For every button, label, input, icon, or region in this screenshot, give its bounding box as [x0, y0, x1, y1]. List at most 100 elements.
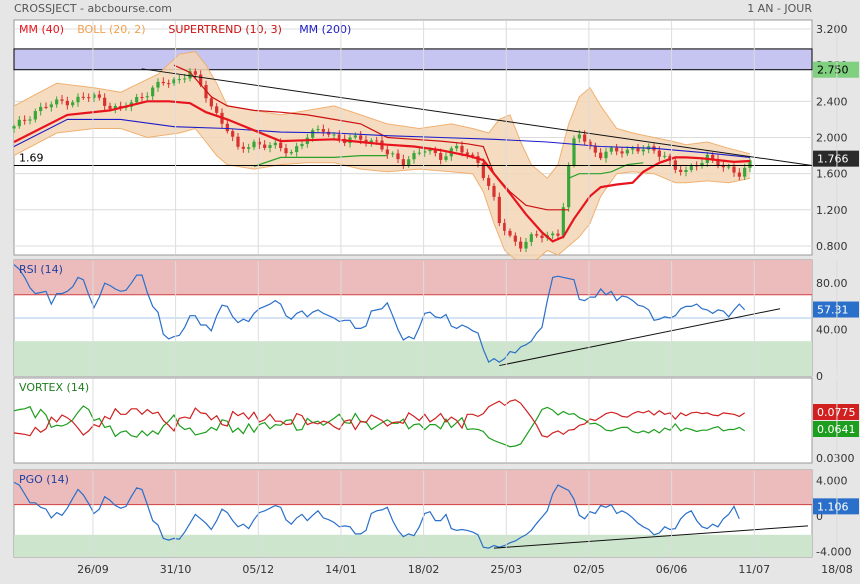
- bollinger-lower-line: [13, 127, 751, 265]
- candle-body: [108, 105, 112, 109]
- vortex-title: VORTEX (14): [19, 381, 89, 394]
- candle-body: [401, 159, 405, 165]
- candle-body: [167, 83, 171, 85]
- candle-body: [183, 78, 187, 80]
- candle-body: [172, 79, 176, 84]
- candle-body: [524, 241, 528, 249]
- candle-body: [417, 152, 421, 154]
- candle-body: [503, 223, 507, 231]
- candle-body: [620, 151, 624, 154]
- x-tick-label: 31/10: [160, 563, 192, 576]
- candle-body: [551, 233, 555, 236]
- candle-body: [700, 162, 704, 166]
- bollinger-band-fill: [14, 51, 750, 264]
- vortex-panel-frame: [13, 377, 813, 464]
- price-panel: 3.2002.8002.4002.0001.6001.2000.8001.69M…: [12, 19, 859, 265]
- candle-body: [12, 126, 16, 129]
- candle-body: [231, 131, 235, 137]
- supertrend-line: [568, 162, 644, 179]
- candle-body: [471, 154, 475, 157]
- candle-body: [513, 235, 517, 242]
- candle-body: [289, 152, 293, 154]
- candle-body: [161, 81, 165, 84]
- candle-body: [135, 97, 139, 103]
- price-ytick: 1.200: [816, 204, 848, 217]
- pgo-ytick: 4.000: [816, 475, 848, 488]
- candle-body: [23, 119, 27, 121]
- candle-body: [428, 149, 432, 152]
- candle-body: [684, 170, 688, 172]
- candle-body: [273, 142, 277, 146]
- candle-body: [737, 172, 741, 177]
- x-tick-label: 25/03: [490, 563, 522, 576]
- vortex-minus-value: 0.0775: [817, 406, 856, 419]
- supertrend-line: [173, 64, 569, 211]
- candle-body: [337, 134, 341, 139]
- pgo-oversold-zone: [14, 534, 812, 557]
- x-tick-label: 02/05: [573, 563, 605, 576]
- mm200-line: [13, 118, 751, 158]
- candle-body: [497, 196, 501, 224]
- vortex-minus-line: [13, 399, 746, 438]
- candle-body: [375, 140, 379, 142]
- candle-body: [65, 100, 69, 106]
- candle-body: [55, 99, 59, 105]
- x-tick-label: 06/06: [656, 563, 688, 576]
- candle-body: [92, 94, 96, 98]
- candle-body: [71, 102, 75, 106]
- x-tick-label: 11/07: [738, 563, 770, 576]
- price-trendline: [141, 68, 813, 167]
- mm40-line: [13, 100, 751, 243]
- rsi-ytick: 40.00: [816, 324, 848, 337]
- x-tick-label: 14/01: [325, 563, 357, 576]
- bollinger-upper-line: [13, 51, 751, 179]
- candle-body: [60, 99, 64, 101]
- chart-header-period[interactable]: 1 AN - JOUR: [747, 2, 812, 15]
- candle-body: [615, 147, 619, 152]
- rsi-ytick: 0: [816, 370, 823, 383]
- vortex-plus-value: 0.0641: [817, 423, 856, 436]
- candle-body: [481, 162, 485, 178]
- vortex-plus-value-bg: [813, 421, 859, 437]
- candle-body: [631, 148, 635, 150]
- pgo-title: PGO (14): [19, 473, 69, 486]
- x-tick-label: 05/12: [242, 563, 274, 576]
- candle-body: [583, 134, 587, 142]
- candle-body: [236, 136, 240, 147]
- candle-body: [284, 148, 288, 154]
- rsi-line: [13, 264, 746, 363]
- candle-body: [252, 141, 256, 148]
- candle-body: [321, 129, 325, 132]
- candle-body: [609, 147, 613, 152]
- price-ytick: 2.400: [816, 95, 848, 108]
- rsi-last-value: 57.31: [817, 304, 849, 317]
- candle-body: [444, 156, 448, 160]
- candle-body: [711, 154, 715, 159]
- rsi-last-value-bg: [813, 301, 859, 318]
- candle-body: [28, 119, 32, 121]
- pgo-line: [13, 481, 740, 549]
- candle-body: [663, 155, 667, 157]
- pgo-last-value: 1.106: [817, 500, 849, 513]
- candle-body: [177, 79, 181, 81]
- candle-body: [204, 85, 208, 99]
- last-price-tag: 1.766: [817, 153, 849, 166]
- candle-body: [247, 147, 251, 149]
- candle-body: [641, 149, 645, 152]
- candle-body: [732, 166, 736, 173]
- candle-body: [44, 106, 48, 108]
- candle-body: [76, 96, 80, 103]
- zone-top-tag-bg: [813, 61, 859, 78]
- candle-body: [215, 106, 219, 113]
- candle-body: [193, 71, 197, 75]
- candle-body: [49, 104, 53, 108]
- candle-body: [455, 145, 459, 149]
- candle-body: [439, 153, 443, 160]
- x-tick-label: 18/02: [408, 563, 440, 576]
- candle-body: [561, 207, 565, 236]
- candle-body: [279, 142, 283, 149]
- price-level-label: 1.69: [19, 152, 44, 165]
- legend-item: SUPERTREND (10, 3): [168, 23, 282, 36]
